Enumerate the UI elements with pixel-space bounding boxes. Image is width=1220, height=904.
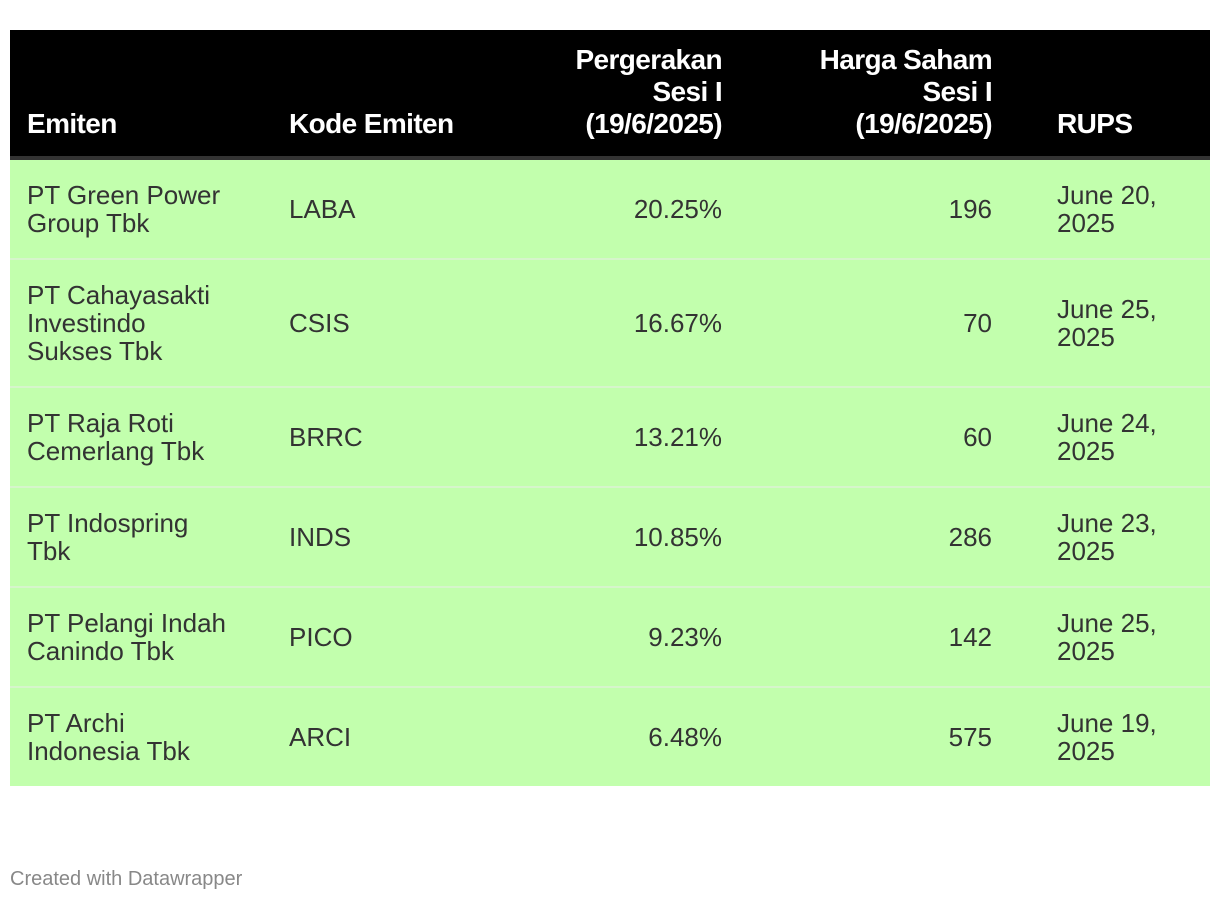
table-row: PT Indospring Tbk INDS 10.85% 286 June 23, 2… (10, 486, 1210, 587)
table-cell: 142 (740, 586, 1010, 687)
table-cell: 196 (740, 158, 1010, 259)
table-cell: June 19, 2025 (1010, 686, 1210, 786)
column-header: Harga Saham Sesi I (19/6/2025) (740, 30, 1010, 160)
column-header: Kode Emiten (272, 30, 520, 160)
table-cell: LABA (272, 158, 520, 259)
column-header: RUPS (1010, 30, 1210, 160)
table-row: PT Pelangi Indah Canindo Tbk PICO 9.23% 142… (10, 586, 1210, 687)
table-cell: 9.23% (520, 586, 740, 687)
table-cell: June 20, 2025 (1010, 158, 1210, 259)
table-cell: June 25, 2025 (1010, 258, 1210, 387)
table-cell: PT Green Power Group Tbk (10, 158, 272, 259)
table-container: Emiten Kode Emiten Pergerakan Sesi I (19/6… (10, 30, 1210, 786)
table-cell: BRRC (272, 386, 520, 487)
table-cell: 16.67% (520, 258, 740, 387)
table-cell: CSIS (272, 258, 520, 387)
table-cell: June 23, 2025 (1010, 486, 1210, 587)
table-row: PT Raja Roti Cemerlang Tbk BRRC 13.21% 60 Ju… (10, 386, 1210, 487)
column-header: Pergerakan Sesi I (19/6/2025) (520, 30, 740, 160)
table-row: PT Archi Indonesia Tbk ARCI 6.48% 575 June 1… (10, 686, 1210, 786)
table-cell: 13.21% (520, 386, 740, 487)
table-cell: PT Archi Indonesia Tbk (10, 686, 272, 786)
data-table: Emiten Kode Emiten Pergerakan Sesi I (19/6… (10, 30, 1210, 786)
table-cell: PICO (272, 586, 520, 687)
table-cell: PT Raja Roti Cemerlang Tbk (10, 386, 272, 487)
column-header: Emiten (10, 30, 272, 160)
footer: Created with Datawrapper (10, 868, 243, 890)
table-row: PT Green Power Group Tbk LABA 20.25% 196 Jun… (10, 158, 1210, 259)
table-cell: 20.25% (520, 158, 740, 259)
table-cell: 10.85% (520, 486, 740, 587)
table-cell: June 24, 2025 (1010, 386, 1210, 487)
header-row: Emiten Kode Emiten Pergerakan Sesi I (19/6… (10, 30, 1210, 160)
table-cell: PT Pelangi Indah Canindo Tbk (10, 586, 272, 687)
table-cell: ARCI (272, 686, 520, 786)
table-body: PT Green Power Group Tbk LABA 20.25% 196 Jun… (10, 158, 1210, 786)
table-cell: PT Cahayasakti Investindo Sukses Tbk (10, 258, 272, 387)
table-cell: June 25, 2025 (1010, 586, 1210, 687)
table-cell: 575 (740, 686, 1010, 786)
table-cell: INDS (272, 486, 520, 587)
table-cell: PT Indospring Tbk (10, 486, 272, 587)
table-cell: 6.48% (520, 686, 740, 786)
table-cell: 286 (740, 486, 1010, 587)
table-row: PT Cahayasakti Investindo Sukses Tbk CSIS… (10, 258, 1210, 387)
table-cell: 70 (740, 258, 1010, 387)
table-cell: 60 (740, 386, 1010, 487)
